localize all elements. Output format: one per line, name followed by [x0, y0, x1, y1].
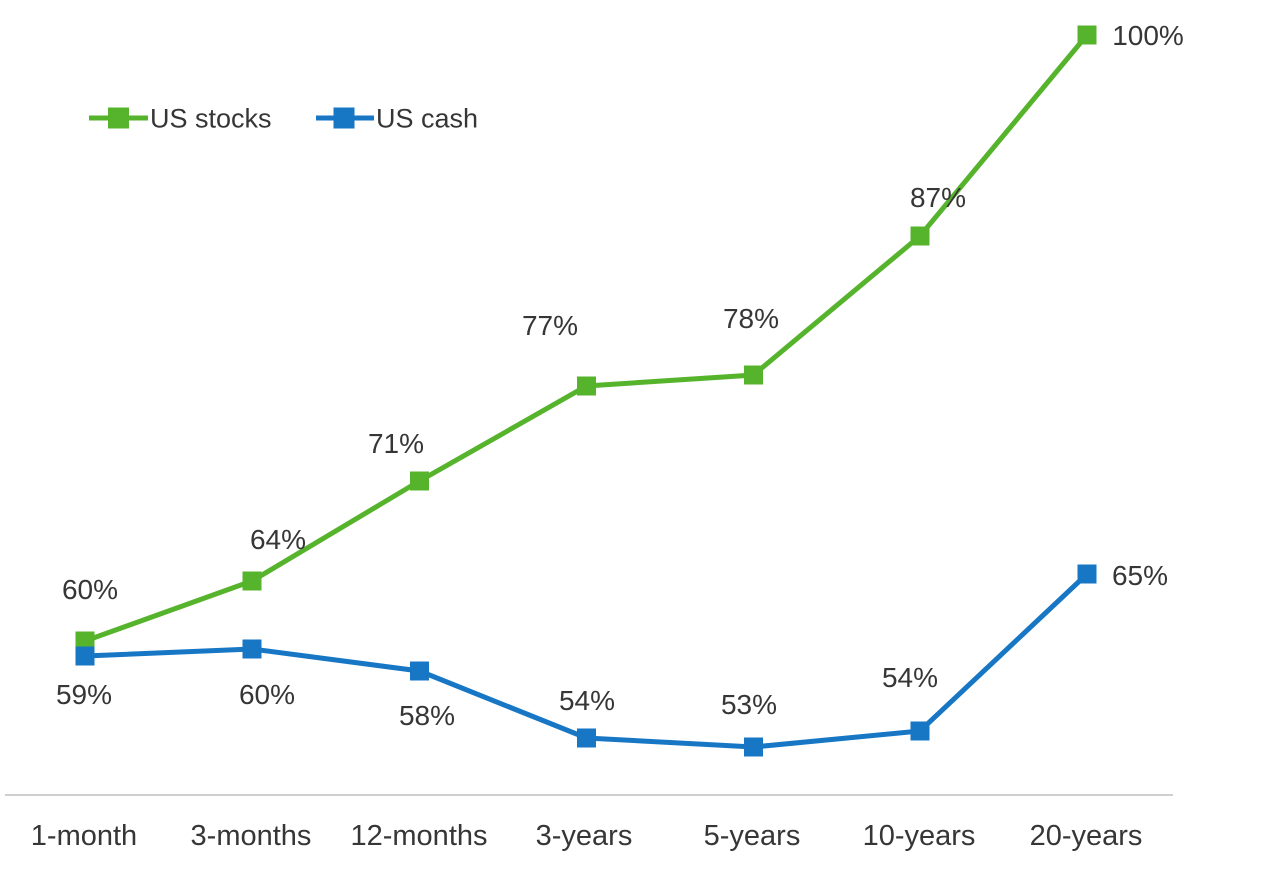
svg-text:60%: 60%: [239, 679, 295, 710]
svg-text:64%: 64%: [250, 524, 306, 555]
svg-text:1-month: 1-month: [31, 820, 137, 852]
svg-text:53%: 53%: [721, 689, 777, 720]
svg-text:5-years: 5-years: [704, 820, 801, 852]
svg-text:10-years: 10-years: [863, 820, 976, 852]
svg-text:US cash: US cash: [376, 104, 478, 134]
svg-text:3-years: 3-years: [536, 820, 633, 852]
svg-text:54%: 54%: [559, 685, 615, 716]
svg-text:3-months: 3-months: [191, 820, 312, 852]
svg-text:58%: 58%: [399, 700, 455, 731]
svg-text:65%: 65%: [1112, 560, 1168, 591]
svg-text:59%: 59%: [56, 679, 112, 710]
svg-text:US stocks: US stocks: [150, 104, 272, 134]
svg-text:60%: 60%: [62, 574, 118, 605]
svg-text:20-years: 20-years: [1030, 820, 1143, 852]
svg-text:77%: 77%: [522, 310, 578, 341]
svg-text:54%: 54%: [882, 662, 938, 693]
svg-text:87%: 87%: [910, 182, 966, 213]
svg-text:12-months: 12-months: [350, 820, 487, 852]
svg-text:100%: 100%: [1112, 20, 1184, 51]
svg-text:78%: 78%: [723, 303, 779, 334]
svg-text:71%: 71%: [368, 428, 424, 459]
